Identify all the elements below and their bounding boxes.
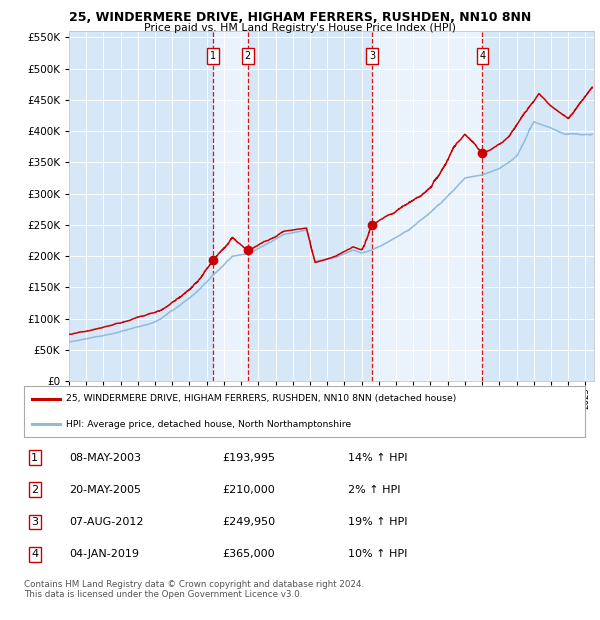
Text: £193,995: £193,995 [222,453,275,463]
Text: 25, WINDERMERE DRIVE, HIGHAM FERRERS, RUSHDEN, NN10 8NN (detached house): 25, WINDERMERE DRIVE, HIGHAM FERRERS, RU… [66,394,457,404]
Text: 2: 2 [245,51,251,61]
Text: 3: 3 [31,517,38,527]
Text: 14% ↑ HPI: 14% ↑ HPI [348,453,407,463]
Text: 1: 1 [31,453,38,463]
Text: 08-MAY-2003: 08-MAY-2003 [69,453,141,463]
Text: Price paid vs. HM Land Registry's House Price Index (HPI): Price paid vs. HM Land Registry's House … [144,23,456,33]
Text: 07-AUG-2012: 07-AUG-2012 [69,517,143,527]
Text: 19% ↑ HPI: 19% ↑ HPI [348,517,407,527]
Bar [213,31,248,381]
Text: 20-MAY-2005: 20-MAY-2005 [69,485,141,495]
Text: 25, WINDERMERE DRIVE, HIGHAM FERRERS, RUSHDEN, NN10 8NN: 25, WINDERMERE DRIVE, HIGHAM FERRERS, RU… [69,11,531,24]
Text: 3: 3 [369,51,375,61]
Text: £249,950: £249,950 [222,517,275,527]
Bar [372,31,482,381]
Text: 4: 4 [31,549,38,559]
Text: 1: 1 [210,51,216,61]
Text: £365,000: £365,000 [222,549,275,559]
Text: 10% ↑ HPI: 10% ↑ HPI [348,549,407,559]
Text: 2% ↑ HPI: 2% ↑ HPI [348,485,401,495]
Text: 04-JAN-2019: 04-JAN-2019 [69,549,139,559]
Text: Contains HM Land Registry data © Crown copyright and database right 2024.
This d: Contains HM Land Registry data © Crown c… [24,580,364,599]
Text: 4: 4 [479,51,485,61]
Text: £210,000: £210,000 [222,485,275,495]
Text: HPI: Average price, detached house, North Northamptonshire: HPI: Average price, detached house, Nort… [66,420,351,429]
Text: 2: 2 [31,485,38,495]
